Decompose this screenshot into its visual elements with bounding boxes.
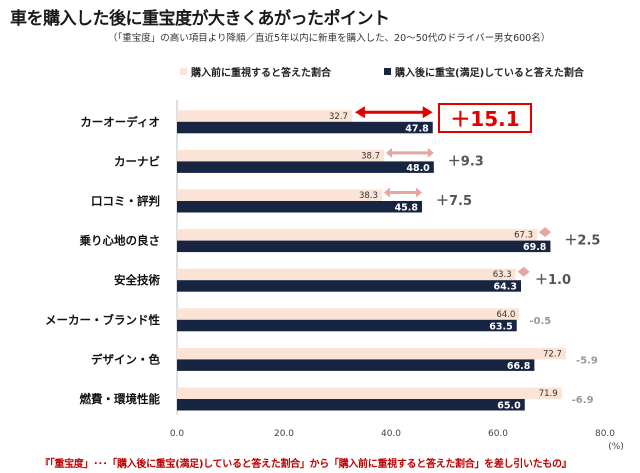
- bar-before: [177, 149, 385, 162]
- category-label: 燃費・環境性能: [79, 392, 161, 406]
- value-label-after: 45.8: [395, 203, 419, 214]
- bar-before: [177, 110, 352, 122]
- bar-layer: [177, 103, 566, 411]
- category-label: デザイン・色: [91, 352, 160, 366]
- value-label-after: 65.0: [497, 401, 521, 412]
- difference-arrow-head-right: [422, 106, 433, 119]
- label-layer: 0.0 20.0 40.0 60.0 80.0 (%) カーオーディオ 32.7 47.8 ＋15…: [45, 107, 624, 452]
- bar-before: [177, 347, 566, 360]
- difference-arrow-head-right: [545, 227, 552, 238]
- difference-label: -0.5: [529, 316, 551, 327]
- chart-subtitle: （「重宝度」の高い項目より降順／直近5年以内に新車を購入した、20～50代のドラ…: [108, 33, 551, 44]
- legend-swatch-before: [180, 68, 187, 75]
- value-label-after: 64.3: [494, 282, 517, 293]
- category-label: 乗り心地の良さ: [79, 234, 161, 248]
- difference-arrow-head-right: [427, 147, 434, 158]
- difference-label: ＋1.0: [535, 273, 571, 288]
- bar-after: [177, 240, 551, 253]
- x-tick-label: 60.0: [488, 429, 508, 439]
- value-label-before: 71.9: [539, 389, 558, 399]
- value-label-before: 63.3: [493, 270, 512, 280]
- difference-arrow-head-left: [383, 187, 390, 198]
- bar-after: [177, 359, 535, 371]
- difference-arrow-head-left: [386, 147, 393, 158]
- bar-after: [177, 280, 522, 292]
- bar-after: [177, 161, 434, 173]
- difference-arrow-head-left: [539, 227, 546, 238]
- x-tick-label: 0.0: [170, 429, 185, 439]
- chart-title: 車を購入した後に重宝度が大きくあがったポイント: [10, 9, 390, 29]
- value-label-before: 32.7: [329, 112, 348, 122]
- bar-before: [177, 229, 538, 241]
- category-label: メーカー・ブランド性: [45, 313, 160, 327]
- difference-arrow-head-right: [416, 187, 423, 198]
- difference-label: -5.9: [576, 355, 598, 366]
- bar-after: [177, 399, 525, 411]
- footnote: 『「重宝度」･･･「購入後に重宝(満足)していると答えた割合」から「購入前に重視…: [40, 459, 572, 470]
- difference-label: ＋9.3: [448, 154, 484, 169]
- bar-after: [177, 319, 517, 332]
- value-label-after: 48.0: [406, 163, 430, 174]
- difference-label: ＋2.5: [564, 234, 600, 249]
- value-label-after: 63.5: [489, 321, 512, 332]
- value-label-after: 66.8: [507, 361, 531, 372]
- x-tick-label: 40.0: [381, 429, 401, 439]
- x-tick-label: 80.0: [595, 429, 615, 439]
- bar-before: [177, 387, 562, 399]
- bar-after: [177, 201, 423, 213]
- bar-before: [177, 308, 520, 320]
- difference-highlight-box: [438, 103, 532, 133]
- value-label-before: 38.3: [359, 191, 378, 201]
- difference-arrow-head-right: [523, 266, 530, 277]
- value-label-after: 69.8: [523, 242, 547, 253]
- difference-label: ＋15.1: [450, 107, 519, 131]
- difference-label: -6.9: [572, 395, 594, 406]
- difference-arrow-head-left: [354, 106, 365, 119]
- value-label-after: 47.8: [405, 123, 429, 134]
- category-label: カーオーディオ: [80, 115, 160, 129]
- bar-before: [177, 189, 382, 201]
- category-label: 安全技術: [114, 273, 160, 287]
- bar-before: [177, 268, 516, 281]
- difference-label: ＋7.5: [436, 194, 472, 209]
- legend-label-before: 購入前に重視すると答えた割合: [191, 68, 331, 79]
- category-label: 口コミ・評判: [91, 194, 160, 208]
- value-label-before: 67.3: [514, 231, 533, 241]
- value-label-before: 64.0: [496, 310, 515, 320]
- bar-after: [177, 121, 433, 134]
- legend-item-before: 購入前に重視すると答えた割合: [180, 64, 331, 79]
- x-tick-label: 20.0: [274, 429, 294, 439]
- difference-arrow-head-left: [517, 266, 524, 277]
- category-label: カーナビ: [114, 154, 160, 168]
- value-label-before: 72.7: [543, 349, 562, 359]
- legend-item-after: 購入後に重宝(満足)していると答えた割合: [384, 64, 584, 79]
- legend-swatch-after: [384, 68, 391, 75]
- legend-label-after: 購入後に重宝(満足)していると答えた割合: [395, 68, 584, 79]
- value-label-before: 38.7: [361, 151, 380, 161]
- x-unit-label: (%): [608, 442, 624, 452]
